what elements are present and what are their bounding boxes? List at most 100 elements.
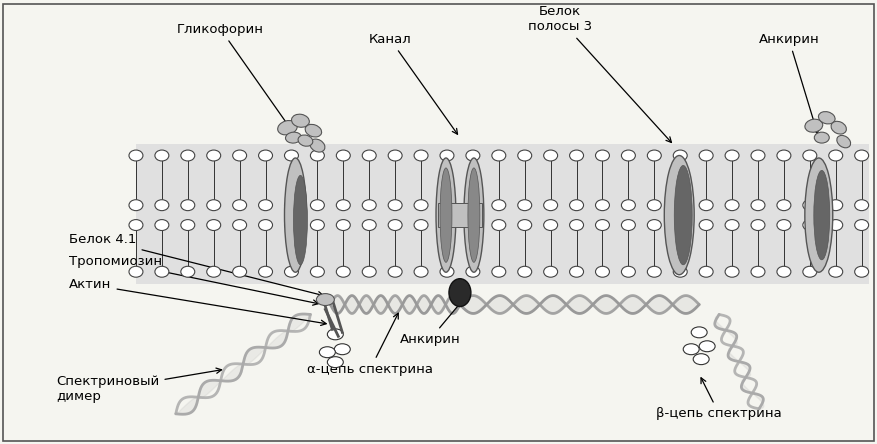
Ellipse shape	[492, 200, 506, 210]
Ellipse shape	[414, 150, 428, 161]
Ellipse shape	[389, 150, 403, 161]
Text: Канал: Канал	[369, 33, 458, 134]
Ellipse shape	[389, 220, 403, 230]
Ellipse shape	[334, 344, 350, 355]
Ellipse shape	[855, 220, 868, 230]
Text: β-цепь спектрина: β-цепь спектрина	[656, 378, 782, 420]
Ellipse shape	[284, 150, 298, 161]
Ellipse shape	[569, 200, 583, 210]
Ellipse shape	[310, 266, 324, 277]
Ellipse shape	[569, 150, 583, 161]
Ellipse shape	[699, 341, 715, 352]
Ellipse shape	[647, 150, 661, 161]
Ellipse shape	[466, 200, 480, 210]
Ellipse shape	[855, 150, 868, 161]
Ellipse shape	[259, 266, 273, 277]
Text: Белок 4.1: Белок 4.1	[69, 234, 324, 297]
Ellipse shape	[389, 266, 403, 277]
Ellipse shape	[259, 200, 273, 210]
Ellipse shape	[181, 150, 195, 161]
Ellipse shape	[310, 139, 324, 152]
Ellipse shape	[517, 200, 531, 210]
Ellipse shape	[837, 135, 851, 148]
Ellipse shape	[181, 220, 195, 230]
Ellipse shape	[818, 111, 835, 124]
Text: Тропомиозин: Тропомиозин	[69, 255, 318, 305]
Ellipse shape	[683, 344, 699, 355]
Ellipse shape	[751, 200, 765, 210]
Ellipse shape	[181, 266, 195, 277]
Ellipse shape	[777, 266, 791, 277]
Ellipse shape	[517, 266, 531, 277]
Ellipse shape	[436, 158, 456, 272]
Ellipse shape	[207, 220, 221, 230]
Ellipse shape	[674, 200, 688, 210]
Ellipse shape	[449, 279, 471, 306]
Ellipse shape	[699, 266, 713, 277]
Ellipse shape	[389, 200, 403, 210]
Ellipse shape	[802, 220, 816, 230]
Ellipse shape	[805, 119, 823, 132]
Ellipse shape	[232, 200, 246, 210]
Ellipse shape	[777, 220, 791, 230]
Ellipse shape	[544, 150, 558, 161]
Ellipse shape	[664, 155, 695, 275]
Ellipse shape	[207, 200, 221, 210]
Ellipse shape	[674, 220, 688, 230]
Ellipse shape	[155, 266, 169, 277]
Ellipse shape	[317, 293, 334, 305]
Ellipse shape	[647, 200, 661, 210]
Ellipse shape	[492, 266, 506, 277]
Ellipse shape	[336, 220, 350, 230]
Ellipse shape	[155, 200, 169, 210]
Ellipse shape	[232, 150, 246, 161]
Ellipse shape	[595, 150, 610, 161]
Bar	[136, 143, 868, 284]
Ellipse shape	[259, 150, 273, 161]
Ellipse shape	[693, 354, 709, 365]
Ellipse shape	[294, 175, 308, 265]
Ellipse shape	[855, 200, 868, 210]
Ellipse shape	[207, 150, 221, 161]
Ellipse shape	[284, 200, 298, 210]
Ellipse shape	[725, 150, 739, 161]
Ellipse shape	[310, 220, 324, 230]
Ellipse shape	[814, 170, 830, 260]
Ellipse shape	[647, 220, 661, 230]
Text: Гликофорин: Гликофорин	[177, 23, 293, 132]
Text: Спектриновый
димер: Спектриновый димер	[56, 368, 222, 403]
Ellipse shape	[699, 150, 713, 161]
Ellipse shape	[622, 220, 635, 230]
Ellipse shape	[466, 150, 480, 161]
Bar	[438, 203, 481, 227]
Ellipse shape	[691, 327, 707, 338]
Ellipse shape	[544, 220, 558, 230]
Ellipse shape	[674, 166, 692, 265]
Ellipse shape	[802, 200, 816, 210]
Ellipse shape	[751, 150, 765, 161]
Ellipse shape	[155, 150, 169, 161]
Ellipse shape	[129, 220, 143, 230]
Ellipse shape	[647, 266, 661, 277]
Ellipse shape	[466, 266, 480, 277]
Ellipse shape	[725, 266, 739, 277]
Text: α-цепь спектрина: α-цепь спектрина	[307, 313, 433, 376]
Ellipse shape	[699, 200, 713, 210]
Ellipse shape	[440, 266, 454, 277]
Ellipse shape	[414, 266, 428, 277]
Ellipse shape	[284, 266, 298, 277]
Ellipse shape	[777, 200, 791, 210]
Ellipse shape	[336, 266, 350, 277]
Ellipse shape	[492, 150, 506, 161]
Ellipse shape	[232, 266, 246, 277]
Ellipse shape	[286, 132, 302, 143]
Ellipse shape	[829, 150, 843, 161]
Ellipse shape	[815, 132, 830, 143]
Ellipse shape	[291, 114, 310, 127]
Ellipse shape	[751, 266, 765, 277]
Ellipse shape	[362, 200, 376, 210]
Ellipse shape	[569, 266, 583, 277]
Ellipse shape	[207, 266, 221, 277]
Ellipse shape	[278, 120, 297, 135]
Ellipse shape	[440, 220, 454, 230]
